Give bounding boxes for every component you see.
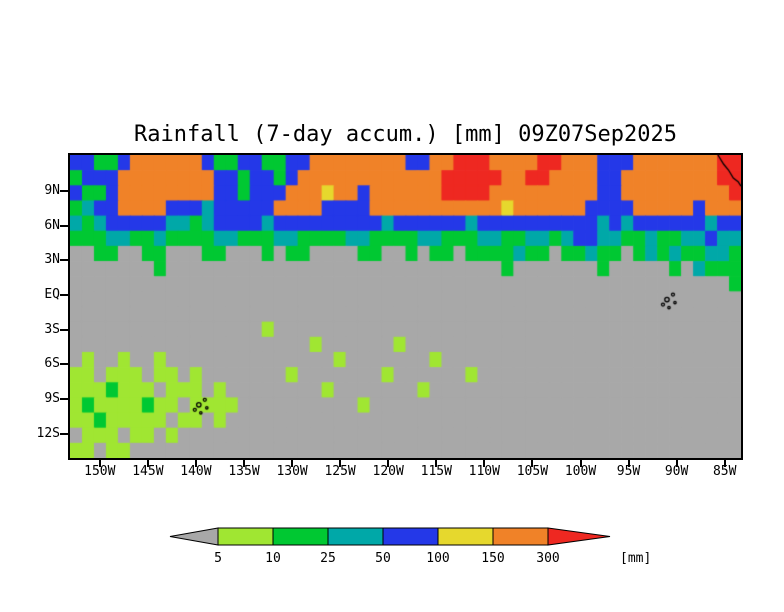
plot-title: Rainfall (7-day accum.) [mm] 09Z07Sep202… [133,122,678,147]
lon-label: 125W [324,464,356,479]
lon-label: 135W [228,464,260,479]
lon-tick [98,460,101,467]
lon-tick [146,460,149,467]
map-frame [68,153,743,460]
lat-tick [60,363,68,366]
lat-label: 12S [36,425,60,441]
lon-label: 145W [132,464,164,479]
lon-label: 100W [564,464,597,479]
colorbar-tick-label: 50 [375,551,391,566]
lon-label: 85W [712,464,737,479]
colorbar-segment [437,527,494,546]
lat-tick [60,224,68,227]
lon-tick [627,460,630,467]
colorbar-segment [382,527,439,546]
lon-label: 120W [372,464,404,479]
lon-tick [531,460,534,467]
lon-label: 130W [276,464,308,479]
lon-tick [387,460,390,467]
colorbar-segment [327,527,384,546]
rainfall-raster [70,155,741,458]
lon-tick [291,460,294,467]
lon-tick [243,460,245,467]
lon-label: 95W [616,464,641,479]
lat-tick [60,189,68,192]
colorbar-arrow-high [547,527,611,546]
lon-label: 105W [516,464,549,479]
lon-label: 115W [420,464,452,479]
lon-label: 90W [664,464,689,479]
colorbar-tick-label: 25 [320,551,336,566]
lon-tick [675,460,678,467]
lat-label: EQ [44,286,60,302]
colorbar-arrow-low [169,527,219,546]
lat-tick [60,293,68,296]
lat-label: 6S [44,356,60,372]
lon-tick [194,460,197,467]
colorbar-segment [217,527,274,546]
lon-label: 140W [180,464,212,479]
lon-label: 110W [468,464,500,479]
colorbar-segment [272,527,329,546]
lat-label: 9N [44,182,60,198]
lon-tick [483,460,486,467]
lat-tick [60,398,68,400]
lat-label: 3N [44,252,60,268]
colorbar-tick-label: 300 [536,551,559,566]
lat-label: 3S [44,321,60,337]
lon-label: 150W [84,464,116,479]
lat-tick [60,328,68,331]
colorbar-segment [492,527,549,546]
colorbar-tick-label: 150 [481,551,504,566]
lon-tick [723,460,726,467]
lon-tick [339,460,342,467]
colorbar-tick-label: 5 [214,551,222,566]
lat-label: 9S [44,391,60,406]
colorbar: 5 10 25 50 100 150 300 [mm] [169,527,651,566]
lon-tick [579,460,582,467]
colorbar-tick-label: 100 [426,551,449,566]
lat-tick [60,259,68,262]
colorbar-unit-label: [mm] [620,551,651,566]
lon-tick [435,460,438,467]
colorbar-tick-label: 10 [265,551,281,566]
lat-tick [60,432,68,435]
lat-label: 6N [44,217,60,233]
